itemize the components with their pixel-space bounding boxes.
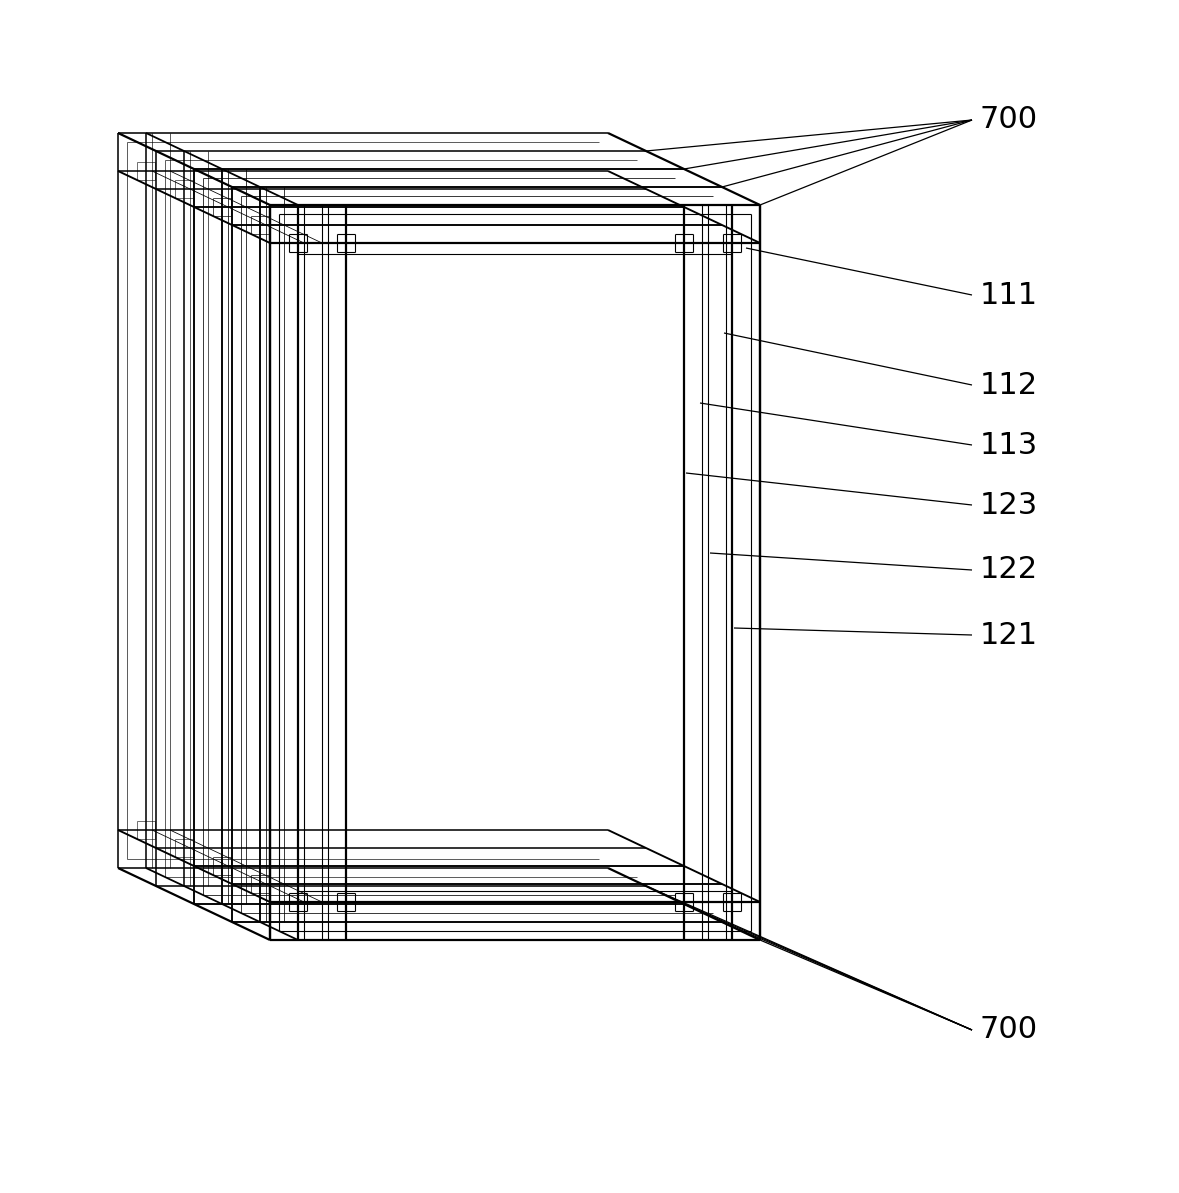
Text: 111: 111 [980, 280, 1039, 309]
Text: 700: 700 [980, 1015, 1039, 1045]
Text: 123: 123 [980, 490, 1039, 519]
Text: 700: 700 [980, 105, 1039, 135]
Text: 112: 112 [980, 371, 1039, 400]
Text: 113: 113 [980, 431, 1039, 459]
Text: 121: 121 [980, 620, 1039, 649]
Text: 122: 122 [980, 556, 1039, 585]
